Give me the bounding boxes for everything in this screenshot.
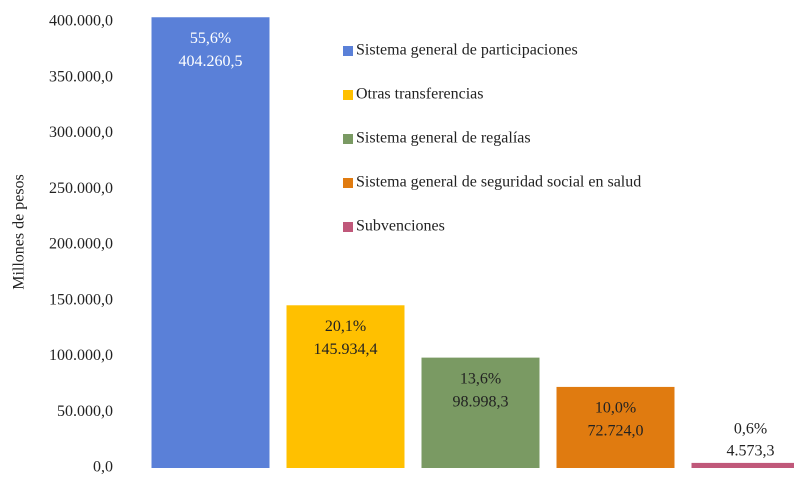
legend-swatch [343,222,353,232]
bar [691,462,794,468]
data-label-share: 55,6% [190,30,231,47]
y-tick-label: 200.000,0 [49,236,113,253]
y-tick-label: 300.000,0 [49,124,113,141]
y-tick-label: 50.000,0 [57,403,113,420]
legend-label: Subvenciones [356,218,445,235]
y-tick-label: 250.000,0 [49,180,113,197]
y-tick-label: 100.000,0 [49,347,113,364]
y-tick-label: 400.000,0 [49,13,113,30]
y-axis-label: Millones de pesos [11,174,28,290]
legend-swatch [343,46,353,56]
data-label-share: 20,1% [325,318,366,335]
bar [556,386,675,468]
bar [151,17,270,468]
y-tick-label: 350.000,0 [49,68,113,85]
y-tick-label: 150.000,0 [49,291,113,308]
data-label-share: 13,6% [460,370,501,387]
legend-label: Sistema general de regalías [356,130,531,147]
legend-label: Sistema general de participaciones [356,42,578,59]
bar [286,305,405,468]
data-label: 404.260,5 [179,53,243,70]
legend-swatch [343,178,353,188]
bar [421,357,540,468]
data-label: 72.724,0 [588,423,644,440]
data-label: 98.998,3 [453,393,509,410]
data-label-share: 10,0% [595,400,636,417]
data-label-share: 0,6% [734,421,767,438]
legend-label: Sistema general de seguridad social en s… [356,174,641,191]
data-label: 4.573,3 [727,443,775,460]
legend-label: Otras transferencias [356,86,484,103]
y-tick-label: 0,0 [93,459,113,476]
legend-swatch [343,90,353,100]
legend-swatch [343,134,353,144]
data-label: 145.934,4 [314,341,378,358]
